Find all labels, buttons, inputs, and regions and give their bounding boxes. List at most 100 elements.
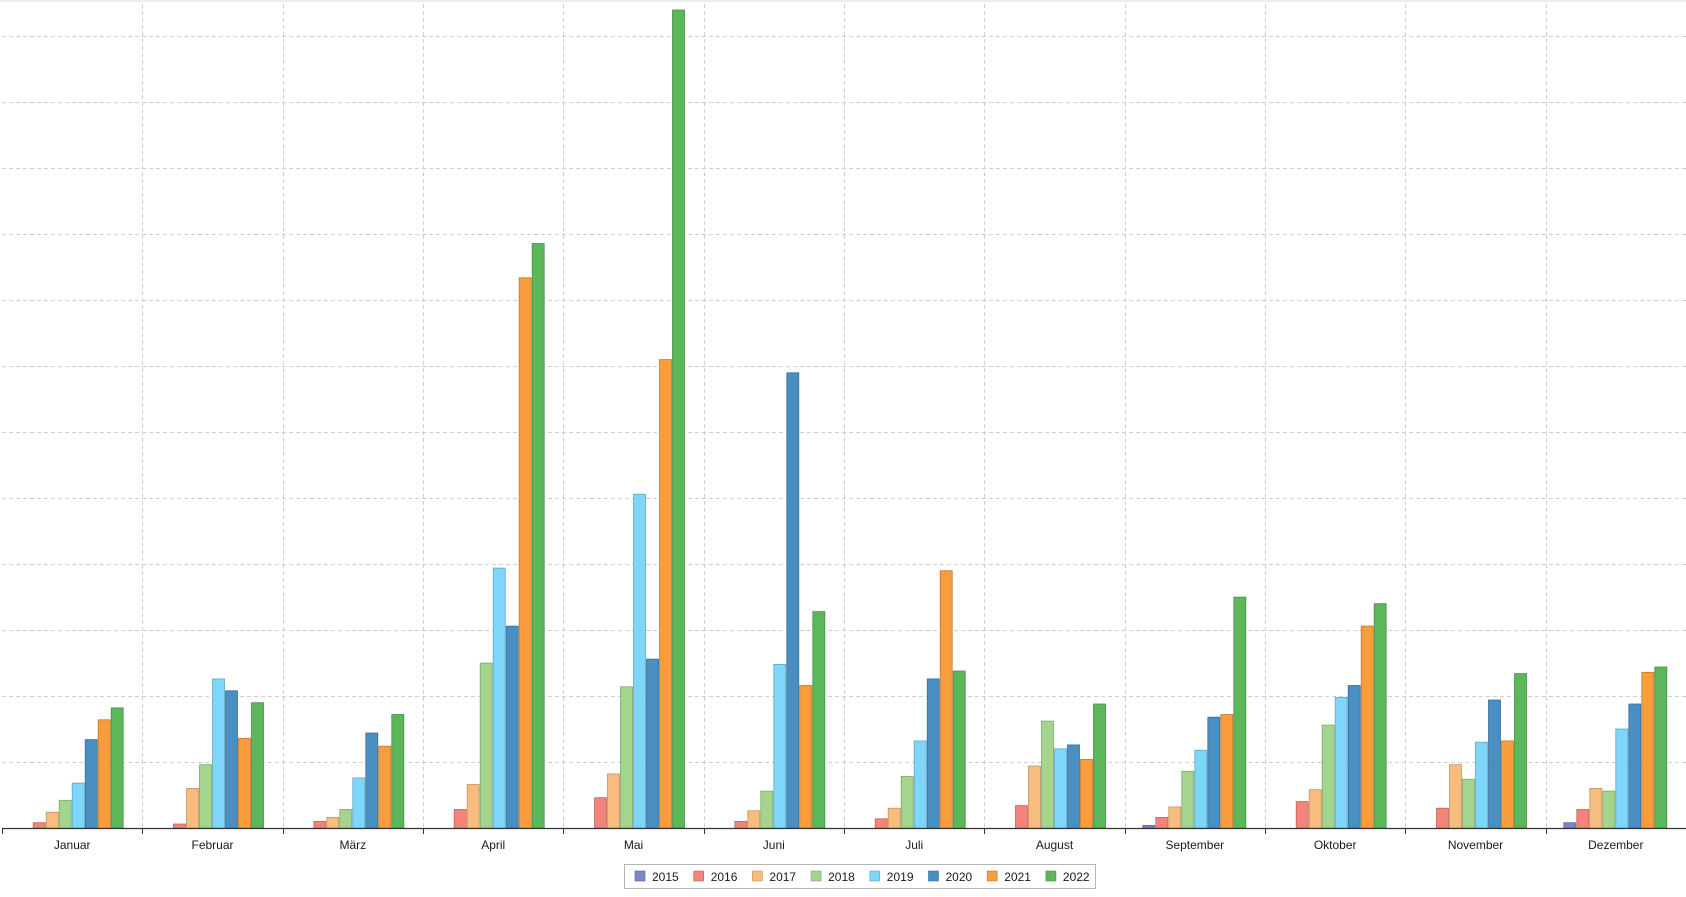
legend-label: 2015: [652, 870, 679, 884]
bar: [1501, 740, 1514, 829]
bar: [1142, 825, 1156, 829]
x-tick-label: August: [1036, 838, 1074, 852]
legend-swatch: [693, 870, 705, 882]
bar: [1155, 817, 1169, 829]
bar: [1220, 714, 1234, 829]
bar: [939, 570, 953, 829]
x-tick-label: Februar: [191, 838, 233, 852]
bar: [646, 658, 659, 829]
bar: [378, 745, 392, 829]
bar: [1233, 596, 1247, 829]
bar: [32, 822, 46, 829]
x-tick-label: Mai: [624, 838, 643, 852]
bar: [1488, 699, 1501, 829]
legend-swatch: [928, 870, 939, 882]
legend-swatch: [986, 870, 998, 882]
legend-item: 2020: [928, 870, 973, 884]
bar: [760, 790, 774, 829]
legend-label: 2019: [887, 870, 914, 884]
bar-group: [734, 372, 826, 829]
bar: [874, 818, 888, 829]
bar: [1334, 697, 1348, 829]
bar: [466, 784, 480, 829]
bar-group: [173, 678, 264, 829]
legend-item: 2017: [752, 870, 796, 884]
bar: [365, 732, 379, 829]
bar: [97, 719, 111, 829]
bar: [1563, 822, 1577, 829]
bar: [71, 782, 85, 829]
bar: [620, 686, 633, 829]
bar-group: [874, 570, 966, 829]
bar: [173, 823, 186, 829]
bar: [531, 243, 545, 829]
bar-group: [1563, 666, 1668, 829]
bar: [900, 776, 914, 829]
bar: [1181, 770, 1195, 829]
legend-swatch: [1045, 870, 1057, 882]
bar: [1054, 748, 1067, 829]
bar: [453, 809, 467, 829]
bar: [594, 797, 607, 829]
bar: [58, 799, 72, 829]
bars: [32, 9, 1668, 829]
legend: 2015 2016 2017 2018 2019 2020 2021 2022: [624, 864, 1096, 889]
bar: [887, 807, 901, 829]
bar: [786, 372, 800, 829]
bar: [1093, 703, 1106, 829]
legend-label: 2021: [1004, 870, 1031, 884]
legend-label: 2017: [769, 870, 796, 884]
legend-label: 2022: [1063, 870, 1090, 884]
legend-swatch: [634, 870, 646, 882]
bar: [913, 740, 927, 829]
bar-group: [1015, 703, 1106, 829]
bar: [1028, 765, 1041, 829]
x-tick-label: Oktober: [1314, 838, 1357, 852]
x-axis: Januar Februar März April Mai Juni Juli August S…: [2, 827, 1686, 852]
bar: [1207, 716, 1221, 829]
bar: [84, 739, 98, 829]
x-tick-label: März: [339, 838, 366, 852]
x-tick-label: Juli: [905, 838, 923, 852]
legend-item: 2021: [986, 870, 1031, 884]
bar: [1654, 666, 1668, 829]
legend-item: 2022: [1045, 870, 1090, 884]
legend-label: 2016: [711, 870, 738, 884]
legend-item: 2016: [693, 870, 738, 884]
bar: [1615, 728, 1629, 829]
x-tick-label: Juni: [763, 838, 785, 852]
bar: [1462, 778, 1475, 829]
bar: [1641, 671, 1655, 829]
bar: [633, 493, 646, 829]
bar: [734, 821, 748, 829]
bar: [212, 678, 225, 829]
bar: [1589, 788, 1603, 829]
bar: [1347, 685, 1361, 829]
bar: [1373, 603, 1387, 829]
bar: [1514, 673, 1527, 829]
bar: [1436, 807, 1449, 829]
bar: [45, 811, 59, 829]
legend-swatch: [869, 870, 881, 882]
bar: [251, 702, 264, 829]
bar: [313, 821, 327, 829]
bar: [1360, 625, 1374, 829]
bar: [391, 714, 405, 829]
bar: [773, 664, 787, 829]
bar: [238, 737, 251, 829]
bar: [1449, 764, 1462, 829]
legend-swatch: [752, 870, 763, 882]
bar: [479, 662, 493, 829]
x-tick-label: Dezember: [1588, 838, 1643, 852]
bar: [812, 611, 826, 829]
bar-group: [1295, 603, 1387, 829]
bar: [492, 567, 506, 829]
bar-group: [594, 9, 685, 829]
legend-item: 2019: [869, 870, 914, 884]
bar-group: [1142, 596, 1247, 829]
gridlines: [0, 0, 1686, 828]
bar-group: [313, 714, 405, 829]
bar-group: [32, 707, 124, 829]
bar: [518, 277, 532, 829]
